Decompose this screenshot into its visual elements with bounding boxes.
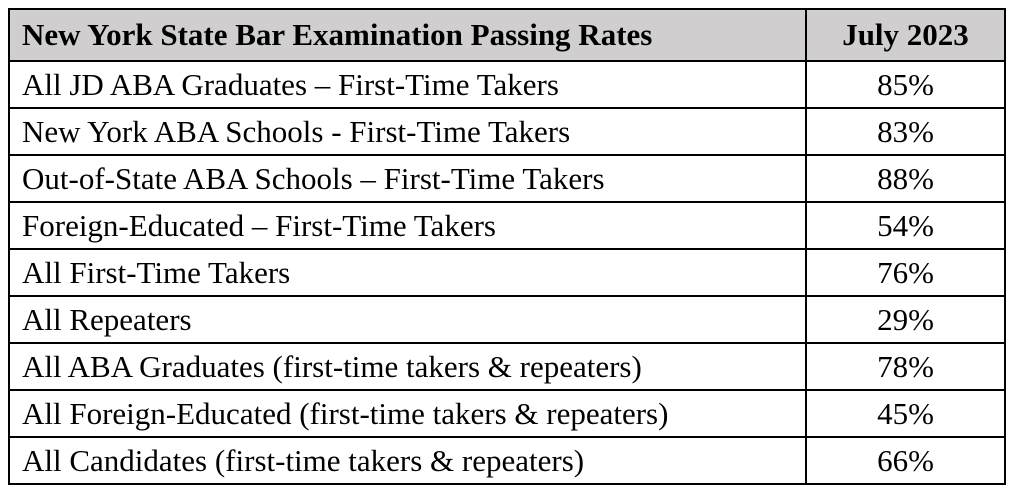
- period-header: July 2023: [805, 8, 1006, 62]
- row-label: All Repeaters: [8, 295, 807, 344]
- row-value: 54%: [805, 201, 1006, 250]
- table-row: All Repeaters 29%: [8, 295, 1006, 344]
- row-label: All JD ABA Graduates – First-Time Takers: [8, 60, 807, 109]
- table-row: New York ABA Schools - First-Time Takers…: [8, 107, 1006, 156]
- table-row: All First-Time Takers 76%: [8, 248, 1006, 297]
- row-label: All Candidates (first-time takers & repe…: [8, 436, 807, 485]
- row-value: 45%: [805, 389, 1006, 438]
- table-row: All Candidates (first-time takers & repe…: [8, 436, 1006, 485]
- row-value: 83%: [805, 107, 1006, 156]
- row-label: New York ABA Schools - First-Time Takers: [8, 107, 807, 156]
- row-value: 85%: [805, 60, 1006, 109]
- table-row: Out-of-State ABA Schools – First-Time Ta…: [8, 154, 1006, 203]
- table-row: All ABA Graduates (first-time takers & r…: [8, 342, 1006, 391]
- table-row: All JD ABA Graduates – First-Time Takers…: [8, 60, 1006, 109]
- row-value: 88%: [805, 154, 1006, 203]
- table-row: All Foreign-Educated (first-time takers …: [8, 389, 1006, 438]
- row-label: All Foreign-Educated (first-time takers …: [8, 389, 807, 438]
- row-value: 66%: [805, 436, 1006, 485]
- table-header-row: New York State Bar Examination Passing R…: [8, 8, 1006, 62]
- row-value: 78%: [805, 342, 1006, 391]
- table-title-header: New York State Bar Examination Passing R…: [8, 8, 807, 62]
- row-value: 29%: [805, 295, 1006, 344]
- row-label: Foreign-Educated – First-Time Takers: [8, 201, 807, 250]
- row-value: 76%: [805, 248, 1006, 297]
- row-label: All ABA Graduates (first-time takers & r…: [8, 342, 807, 391]
- passing-rates-table: New York State Bar Examination Passing R…: [8, 8, 1006, 485]
- row-label: Out-of-State ABA Schools – First-Time Ta…: [8, 154, 807, 203]
- table-row: Foreign-Educated – First-Time Takers 54%: [8, 201, 1006, 250]
- row-label: All First-Time Takers: [8, 248, 807, 297]
